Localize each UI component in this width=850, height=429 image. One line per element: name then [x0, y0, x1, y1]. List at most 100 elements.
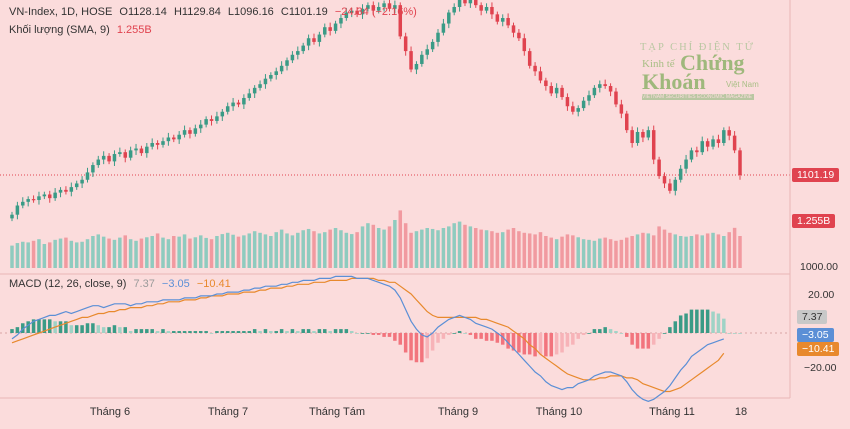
candle-body: [37, 196, 41, 200]
candle-body: [274, 71, 278, 75]
candle-body: [393, 5, 397, 9]
volume-bar: [247, 233, 252, 268]
volume-bar: [673, 234, 678, 268]
macd-histogram-bar: [657, 333, 661, 339]
macd-histogram-bar: [366, 333, 370, 334]
candle-body: [193, 128, 198, 134]
volume-bars: [10, 210, 742, 268]
macd-histogram-bar: [177, 331, 181, 333]
candle-body: [80, 179, 84, 184]
logo-khoan: Khoán: [642, 69, 706, 94]
candle-body: [474, 0, 478, 6]
candle-body: [134, 148, 138, 151]
volume-bar: [339, 230, 343, 268]
volume-bar: [64, 237, 68, 268]
macd-histogram-bar: [290, 329, 295, 333]
macd-histogram-bar: [344, 329, 349, 333]
candle-body: [700, 141, 705, 153]
candle-body: [554, 87, 559, 94]
macd-histogram-bar: [258, 331, 262, 333]
candle-body: [349, 10, 354, 13]
macd-histogram-bar: [403, 333, 408, 353]
volume-bar: [436, 230, 440, 268]
macd-histogram-bar: [452, 333, 456, 334]
candle-body: [457, 0, 462, 7]
macd-histogram-bar: [635, 333, 640, 349]
candle-body: [355, 10, 359, 15]
macd-histogram-bar: [296, 331, 300, 333]
volume-bar: [506, 229, 510, 268]
macd-histogram: [10, 309, 742, 363]
macd-histogram-bar: [662, 333, 667, 334]
candle-body: [447, 12, 451, 24]
macd-histogram-bar: [608, 329, 613, 333]
candle-body: [269, 74, 273, 79]
volume-bar: [355, 232, 359, 268]
macd-histogram-bar: [420, 333, 424, 363]
candle-body: [53, 192, 57, 199]
low-value: L1096.16: [227, 6, 274, 18]
macd-hist-badge: 7.37: [797, 310, 828, 324]
x-tick-thang-10: Tháng 10: [535, 406, 583, 418]
macd-histogram-bar: [695, 309, 699, 333]
macd-histogram-bar: [560, 333, 564, 353]
macd-histogram-bar: [554, 333, 559, 355]
candle-body: [231, 102, 235, 107]
price-axis-1000: 1000.00: [800, 261, 838, 273]
macd-histogram-bar: [457, 331, 462, 333]
candle-body: [646, 130, 651, 138]
candle-body: [263, 78, 268, 85]
volume-bar: [484, 230, 489, 268]
candle-body: [366, 5, 370, 9]
macd-histogram-bar: [285, 331, 289, 333]
macd-histogram-bar: [565, 333, 570, 347]
macd-histogram-bar: [603, 327, 607, 333]
macd-histogram-bar: [651, 333, 656, 345]
candle-body: [91, 165, 95, 173]
volume-bar: [42, 244, 47, 268]
macd-histogram-bar: [700, 309, 705, 333]
macd-histogram-bar: [527, 333, 532, 355]
volume-bar: [425, 228, 429, 268]
volume-bar: [403, 223, 408, 268]
macd-histogram-bar: [312, 331, 316, 333]
macd-legend: MACD (12, 26, close, 9) 7.37 −3.05 −10.4…: [9, 278, 235, 290]
candle-body: [101, 155, 106, 160]
volume-label[interactable]: Khối lượng (SMA, 9): [9, 24, 110, 36]
candle-body: [441, 23, 446, 33]
candle-body: [722, 130, 726, 144]
symbol-label[interactable]: VN-Index, 1D, HOSE: [9, 6, 113, 18]
candle-body: [576, 108, 580, 112]
candle-body: [533, 65, 537, 72]
candle-body: [603, 84, 607, 87]
macd-histogram-bar: [150, 329, 154, 333]
x-tick-thang-6: Tháng 6: [89, 406, 131, 418]
volume-bar: [393, 220, 397, 268]
macd-histogram-bar: [172, 331, 176, 333]
volume-bar: [150, 236, 154, 268]
candle-body: [344, 12, 349, 19]
candle-body: [630, 130, 634, 144]
logo-viet-nam: Việt Nam: [726, 80, 759, 89]
volume-bar: [366, 223, 370, 268]
volume-bar: [349, 234, 354, 268]
macd-histogram-bar: [274, 331, 278, 333]
macd-histogram-bar: [517, 333, 521, 353]
candle-body: [26, 199, 30, 202]
candle-body: [468, 0, 473, 4]
candle-body: [290, 54, 295, 61]
macd-histogram-bar: [317, 329, 322, 333]
macd-histogram-bar: [668, 327, 672, 333]
macd-label[interactable]: MACD (12, 26, close, 9): [9, 278, 127, 290]
candle-body: [689, 150, 694, 160]
volume-bar: [215, 236, 219, 268]
candle-body: [31, 199, 36, 201]
candle-body: [209, 119, 214, 121]
macd-histogram-bar: [64, 321, 68, 333]
candle-body: [177, 134, 181, 140]
volume-bar: [463, 224, 467, 268]
candle-body: [425, 49, 429, 55]
macd-histogram-bar: [47, 319, 52, 333]
